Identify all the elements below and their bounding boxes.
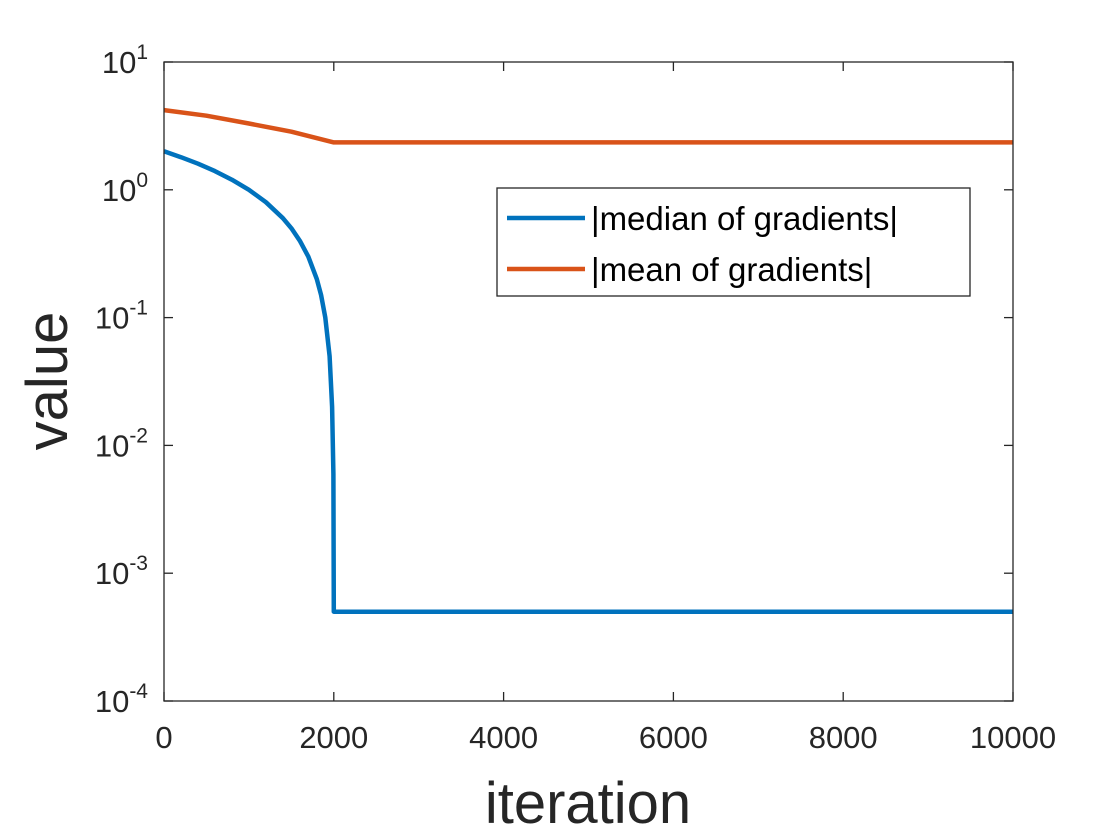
legend-label-mean: |mean of gradients| [591,251,872,288]
x-axis-title: iteration [485,771,691,836]
legend-label-median: |median of gradients| [591,200,898,237]
y-axis-title: value [15,312,80,451]
legend: |median of gradients| |mean of gradients… [496,187,971,297]
y-tick-label: 10-3 [95,552,148,591]
y-tick-label: 100 [102,169,148,208]
y-tick-label: 10-1 [95,297,148,336]
y-tick-label: 10-2 [95,424,148,463]
y-tick-label: 101 [102,41,148,80]
labels-layer: 0 2000 4000 6000 8000 10000 101 100 10-1 10-2 10-3… [95,41,1056,755]
y-tick-label: 10-4 [95,680,148,719]
series-layer [163,107,1013,614]
x-tick-label: 0 [155,720,172,755]
x-tick-label: 4000 [469,720,538,755]
series-line-median [163,149,1013,614]
x-tick-label: 10000 [970,720,1056,755]
x-tick-label: 2000 [299,720,368,755]
legend-box [496,187,971,297]
plot-background [164,62,1013,701]
x-tick-label: 6000 [639,720,708,755]
plot-frame [163,61,1014,702]
series-line-mean [163,107,1013,145]
x-tick-label: 8000 [809,720,878,755]
